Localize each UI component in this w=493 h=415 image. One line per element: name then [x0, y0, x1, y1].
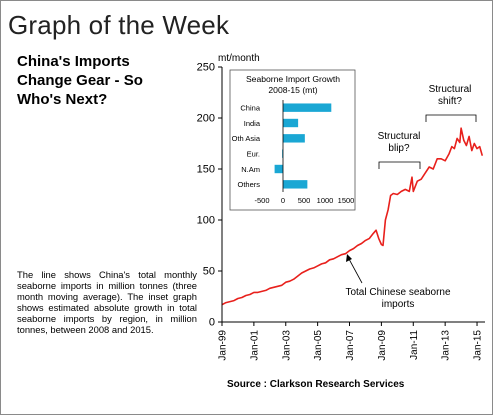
y-tick-label: 150 [197, 164, 215, 176]
headline: China's Imports Change Gear - So Who's N… [17, 53, 143, 108]
inset-category-label: India [244, 119, 261, 128]
annotation-shift-line2: shift? [438, 96, 462, 107]
main-series-line [221, 127, 484, 306]
x-tick-label: Jan-13 [441, 330, 452, 361]
annotation-series-line2: imports [382, 299, 415, 310]
inset-category-label: Others [237, 180, 260, 189]
inset-category-label: N.Am [241, 165, 260, 174]
inset-x-tick-label: 1000 [317, 196, 334, 205]
y-axis-label: mt/month [218, 53, 260, 64]
annotation-blip-line2: blip? [388, 143, 410, 154]
inset-bar [274, 164, 283, 174]
annotation-shift-bracket [425, 114, 477, 122]
annotation-shift-line1: Structural [429, 84, 472, 95]
inset-x-tick-label: 0 [281, 196, 285, 205]
main-y-ticks: 0 50 100 150 200 250 [197, 62, 222, 329]
y-tick-label: 50 [203, 266, 215, 278]
source-credit: Source : Clarkson Research Services [227, 379, 405, 390]
inset-x-tick-label: 1500 [338, 196, 355, 205]
inset-bar [283, 180, 308, 189]
annotation-series-line1: Total Chinese seaborne [345, 287, 451, 298]
inset-x-tick-label: 500 [298, 196, 311, 205]
x-tick-label: Jan-01 [249, 330, 260, 361]
x-tick-label: Jan-15 [473, 330, 484, 361]
y-tick-label: 250 [197, 62, 215, 74]
main-x-ticks: Jan-99 Jan-01 Jan-03 Jan-05 Jan-07 Jan-09 Jan-… [218, 322, 484, 361]
x-tick-label: Jan-03 [281, 330, 292, 361]
annotation-blip-bracket [378, 161, 421, 169]
inset-x-tick-label: -500 [254, 196, 269, 205]
inset-title-line1: Seaborne Import Growth [246, 74, 340, 84]
x-tick-label: Jan-05 [313, 330, 324, 361]
x-tick-label: Jan-07 [345, 330, 356, 361]
inset-bar [283, 103, 332, 112]
description: The line shows China's total monthly sea… [17, 269, 197, 335]
x-tick-label: Jan-11 [409, 330, 420, 360]
y-tick-label: 200 [197, 113, 215, 125]
annotation-arrow-shaft [348, 258, 363, 284]
inset-category-label: Eur. [247, 149, 260, 158]
inset-bar [283, 118, 299, 128]
inset-title-line2: 2008-15 (mt) [268, 85, 317, 95]
inset-category-label: Oth Asia [232, 134, 261, 143]
inset-chart: Seaborne Import Growth 2008-15 (mt) Chin… [229, 69, 356, 211]
annotation-blip-line1: Structural [378, 131, 421, 142]
inset-bar [283, 134, 305, 143]
inset-bars: China India Oth Asia Eur. N.Am Others -500 0 500… [232, 100, 355, 205]
inset-category-label: China [240, 103, 260, 112]
inset-bar [282, 149, 283, 158]
x-tick-label: Jan-99 [218, 330, 229, 361]
y-tick-label: 0 [209, 317, 215, 329]
x-tick-label: Jan-09 [377, 330, 388, 361]
y-tick-label: 100 [197, 215, 215, 227]
page-title: Graph of the Week [8, 10, 230, 40]
annotation-arrow-head [346, 254, 352, 262]
